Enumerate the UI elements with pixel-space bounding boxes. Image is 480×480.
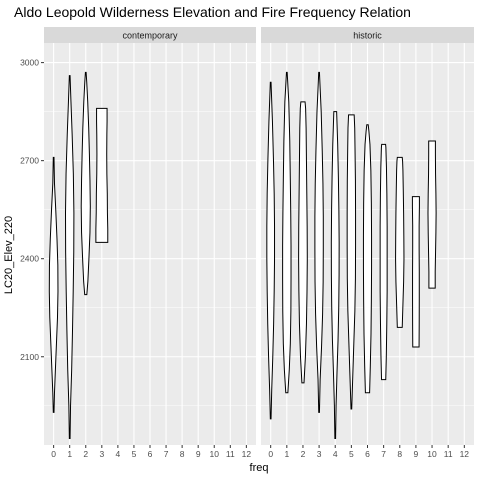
violin-contemporary-freq-3 [96, 108, 108, 242]
violin-historic-freq-2 [299, 102, 308, 383]
x-tick-label: 8 [180, 449, 185, 459]
y-tick-label: 3000 [20, 58, 39, 68]
y-tick-label: 2400 [20, 254, 39, 264]
x-tick-label: 2 [301, 449, 306, 459]
x-tick-label: 5 [349, 449, 354, 459]
x-tick-label: 1 [67, 449, 72, 459]
x-tick-label: 5 [132, 449, 137, 459]
x-tick-label: 9 [414, 449, 419, 459]
y-tick-label: 2700 [20, 156, 39, 166]
x-tick-label: 10 [427, 449, 437, 459]
x-tick-label: 11 [444, 449, 453, 459]
x-tick-label: 11 [226, 449, 235, 459]
violin-historic-freq-7 [380, 144, 387, 379]
violin-historic-freq-8 [396, 157, 404, 327]
facet-strip-label-contemporary: contemporary [122, 31, 178, 41]
violin-historic-freq-9 [412, 197, 419, 347]
x-tick-label: 2 [83, 449, 88, 459]
x-tick-label: 0 [268, 449, 273, 459]
x-tick-label: 3 [317, 449, 322, 459]
x-tick-label: 10 [210, 449, 220, 459]
x-tick-label: 9 [196, 449, 201, 459]
x-tick-label: 4 [116, 449, 121, 459]
x-tick-label: 3 [99, 449, 104, 459]
x-axis-title: freq [250, 462, 269, 474]
y-axis-title: LC20_Elev_220 [3, 216, 15, 294]
violin-historic-freq-6 [363, 125, 371, 393]
x-tick-label: 4 [333, 449, 338, 459]
x-tick-label: 7 [381, 449, 386, 459]
x-tick-label: 7 [164, 449, 169, 459]
violin-historic-freq-10 [428, 141, 436, 288]
x-tick-label: 0 [51, 449, 56, 459]
x-tick-label: 6 [365, 449, 370, 459]
x-tick-label: 6 [148, 449, 153, 459]
x-tick-label: 12 [460, 449, 470, 459]
facet-strip-label-historic: historic [353, 31, 382, 41]
x-tick-label: 12 [242, 449, 252, 459]
x-tick-label: 8 [397, 449, 402, 459]
x-tick-label: 1 [284, 449, 289, 459]
y-tick-label: 2100 [20, 352, 39, 362]
chart-title: Aldo Leopold Wilderness Elevation and Fi… [14, 4, 411, 20]
